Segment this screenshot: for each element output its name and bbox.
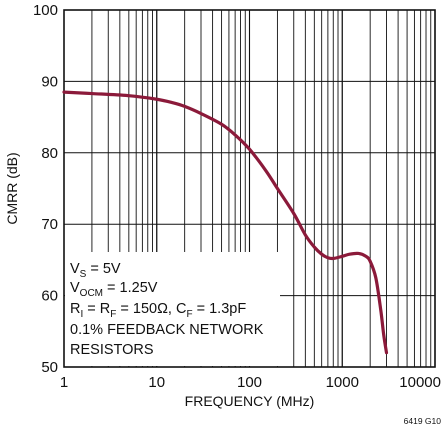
y-tick-labels: 50 60 70 80 90 100 [33,2,58,376]
y-axis-label: CMRR (dB) [4,152,20,224]
x-axis-label: FREQUENCY (MHz) [185,393,315,409]
y-tick-label: 90 [41,73,58,90]
conditions-annotation: VS = 5V VOCM = 1.25V RI = RF = 150Ω, CF … [70,261,264,358]
annotation-resistors: RI = RF = 150Ω, CF = 1.3pF [70,301,246,320]
y-tick-label: 100 [33,2,58,19]
y-tick-label: 50 [41,359,58,376]
figure-id: 6419 G10 [404,416,442,426]
x-tick-label: 1000 [326,374,359,391]
y-tick-label: 80 [41,145,58,162]
y-tick-label: 70 [41,216,58,233]
cmrr-series-line [62,90,389,355]
plot-frame [63,9,436,368]
y-tick-label: 60 [41,288,58,305]
x-tick-labels: 1 10 100 1000 10000 [60,374,441,391]
x-tick-label: 10000 [399,374,441,391]
x-tick-label: 100 [237,374,262,391]
annotation-vocm: VOCM = 1.25V [70,280,158,299]
x-tick-label: 10 [148,374,165,391]
annotation-vs: VS = 5V [70,261,121,280]
annotation-note-line2: RESISTORS [70,342,154,358]
annotation-box [65,252,280,366]
x-tick-label: 1 [60,374,68,391]
annotation-note-line1: 0.1% FEEDBACK NETWORK [70,322,264,338]
